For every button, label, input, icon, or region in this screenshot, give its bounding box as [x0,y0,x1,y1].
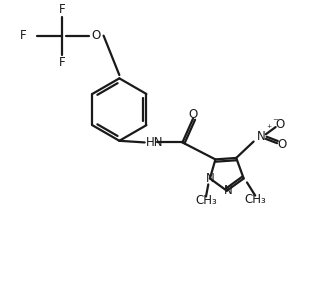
Text: O: O [188,108,198,121]
Text: O: O [276,118,285,131]
Text: CH₃: CH₃ [195,194,217,207]
Text: F: F [20,29,27,42]
Text: N: N [205,172,214,185]
Text: ⁻: ⁻ [272,116,278,129]
Text: O: O [92,29,101,42]
Text: F: F [58,56,65,69]
Text: F: F [58,3,65,16]
Text: ⁺: ⁺ [267,124,272,134]
Text: HN: HN [146,136,164,149]
Text: CH₃: CH₃ [244,193,266,206]
Text: N: N [257,130,266,143]
Text: N: N [224,184,233,197]
Text: O: O [278,138,287,151]
